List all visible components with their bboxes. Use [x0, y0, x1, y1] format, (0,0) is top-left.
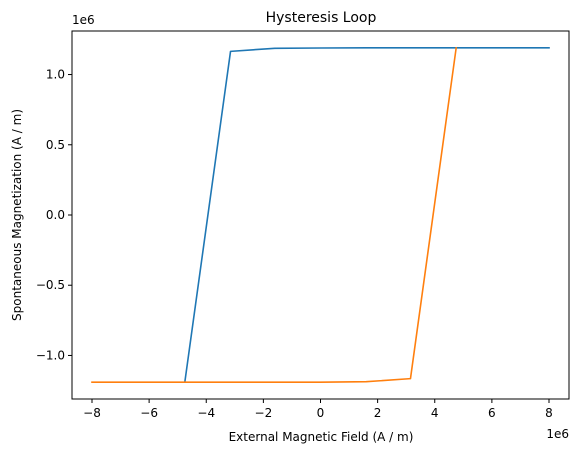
x-tick-label: 4: [431, 406, 439, 420]
chart-title: Hysteresis Loop: [266, 10, 377, 26]
x-axis-label: External Magnetic Field (A / m): [229, 430, 414, 444]
x-tick-label: 0: [317, 406, 325, 420]
y-tick-label: −0.5: [36, 278, 65, 292]
x-tick-label: −2: [255, 406, 273, 420]
x-tick-label: 8: [545, 406, 553, 420]
x-tick-label: 6: [488, 406, 496, 420]
y-axis-label: Spontaneous Magnetization (A / m): [10, 109, 24, 321]
series-line-1: [183, 47, 550, 384]
y-tick-label: 1.0: [46, 68, 65, 82]
x-tick-label: 2: [374, 406, 382, 420]
series-line-2: [91, 46, 458, 383]
y-tick-label: 0.0: [46, 208, 65, 222]
plot-frame: [71, 30, 570, 400]
x-tick-label: −6: [140, 406, 158, 420]
y-tick-label: 0.5: [46, 138, 65, 152]
x-tick-label: −8: [83, 406, 101, 420]
x-offset-label: 1e6: [546, 427, 569, 441]
y-offset-label: 1e6: [72, 13, 95, 27]
plot-area: −8 −6 −4 −2 0 2 4 6 8 −1.0 −0.5 0.0 0.5 1.0: [36, 30, 570, 420]
x-tick-label: −4: [197, 406, 215, 420]
y-tick-label: −1.0: [36, 348, 65, 362]
